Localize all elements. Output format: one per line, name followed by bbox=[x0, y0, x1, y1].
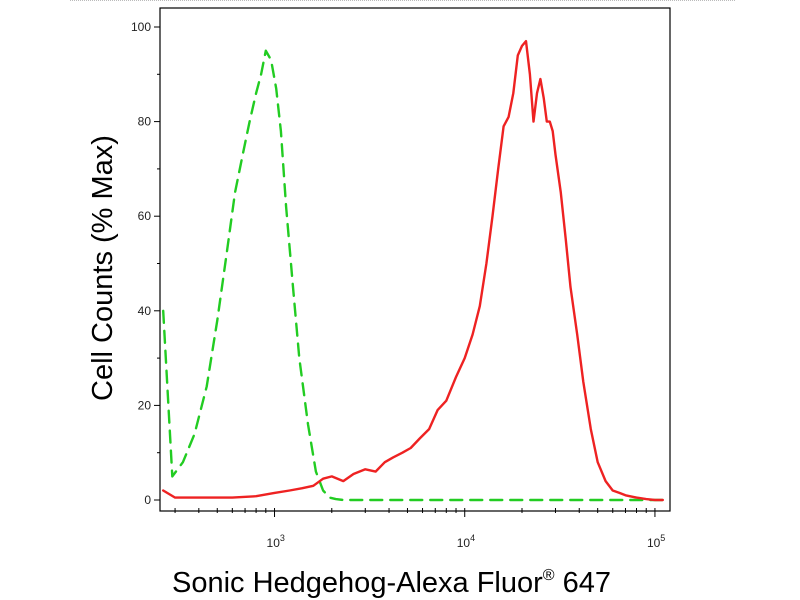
solid-histogram-line bbox=[162, 40, 664, 502]
y-tick-label: 100 bbox=[131, 20, 151, 34]
x-tick-base: 10 bbox=[457, 536, 471, 550]
x-tick-label: 104 bbox=[457, 533, 475, 550]
x-tick-label: 105 bbox=[647, 533, 665, 550]
y-tick-label: 40 bbox=[138, 304, 152, 318]
x-axis-title: Sonic Hedgehog-Alexa Fluor® 647 bbox=[172, 567, 611, 599]
x-tick-base: 10 bbox=[647, 536, 661, 550]
x-tick-label: 103 bbox=[267, 533, 285, 550]
dashed-histogram-line bbox=[162, 49, 664, 502]
x-axis-ticks: 103 104 105 bbox=[174, 508, 665, 550]
x-axis-title-suffix: 647 bbox=[555, 567, 611, 599]
x-tick-exponent: 4 bbox=[470, 533, 475, 543]
y-axis-ticks: 0 20 40 60 80 100 bbox=[131, 20, 160, 507]
x-axis-title-superscript: ® bbox=[543, 567, 555, 584]
plot-area-frame bbox=[159, 7, 671, 512]
y-tick-label: 60 bbox=[138, 209, 152, 223]
x-tick-exponent: 5 bbox=[660, 533, 665, 543]
y-tick-label: 20 bbox=[138, 398, 152, 412]
y-tick-label: 0 bbox=[144, 493, 151, 507]
y-axis-title: Cell Counts (% Max) bbox=[87, 135, 119, 401]
x-tick-exponent: 3 bbox=[280, 533, 285, 543]
series-layer bbox=[162, 40, 664, 502]
x-axis-title-main: Sonic Hedgehog-Alexa Fluor bbox=[172, 567, 543, 599]
top-border-line bbox=[70, 0, 735, 1]
y-tick-label: 80 bbox=[138, 115, 152, 129]
x-tick-base: 10 bbox=[267, 536, 281, 550]
